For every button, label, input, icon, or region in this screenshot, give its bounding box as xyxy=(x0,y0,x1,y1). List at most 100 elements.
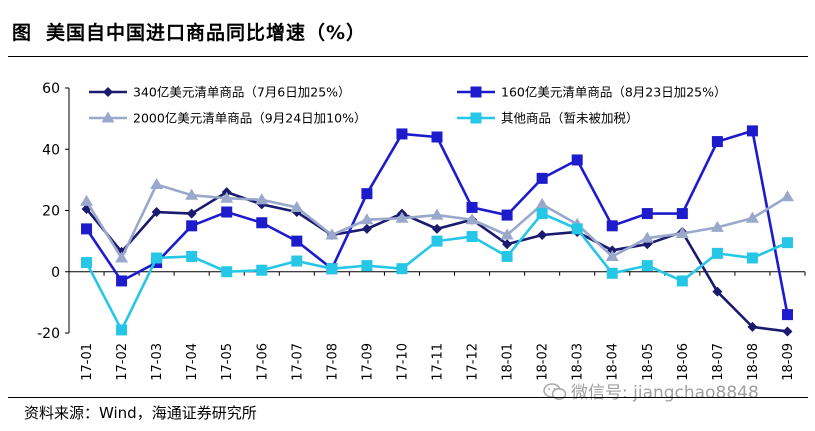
x-tick-label: 17-08 xyxy=(325,343,340,381)
figure-label: 图 xyxy=(12,22,33,44)
y-tick-label: -20 xyxy=(37,326,60,342)
data-point-s2 xyxy=(361,188,373,200)
bottom-rule xyxy=(8,397,808,398)
data-point-s3 xyxy=(745,211,759,223)
data-point-s4 xyxy=(361,260,373,272)
wechat-icon xyxy=(543,383,567,400)
data-point-s1 xyxy=(747,321,758,332)
data-point-s4 xyxy=(641,260,653,272)
x-tick-label: 17-05 xyxy=(220,343,235,381)
data-point-s2 xyxy=(186,220,198,232)
data-point-s4 xyxy=(536,208,548,220)
data-point-s2 xyxy=(81,223,93,235)
x-tick-label: 17-09 xyxy=(360,343,375,381)
y-tick-label: 0 xyxy=(51,265,60,281)
source-note: 资料来源：Wind，海通证券研究所 xyxy=(24,404,257,422)
x-tick-label: 17-07 xyxy=(290,343,305,381)
x-tick-label: 17-10 xyxy=(395,343,410,381)
x-tick-label: 17-03 xyxy=(150,343,165,381)
data-point-s2 xyxy=(606,220,618,232)
data-point-s3 xyxy=(430,208,444,220)
x-tick-label: 17-02 xyxy=(115,343,130,381)
data-point-s4 xyxy=(501,250,513,262)
watermark: 微信号: jiangchao8848 xyxy=(543,378,759,403)
data-point-s1 xyxy=(186,208,197,219)
data-point-s3 xyxy=(710,220,724,232)
x-tick-label: 18-02 xyxy=(536,343,551,381)
legend-label: 160亿美元清单商品（8月23日加25%） xyxy=(501,85,727,100)
data-point-s2 xyxy=(501,209,513,221)
data-point-s4 xyxy=(396,263,408,275)
data-point-s4 xyxy=(711,247,723,259)
data-point-s3 xyxy=(605,249,619,261)
data-point-s2 xyxy=(431,131,443,143)
y-tick-label: 40 xyxy=(42,142,60,158)
data-point-s3 xyxy=(220,191,234,203)
data-point-s4 xyxy=(606,267,618,279)
data-point-s4 xyxy=(186,250,198,262)
data-point-s3 xyxy=(255,193,269,205)
data-point-s2 xyxy=(221,206,233,218)
data-point-s2 xyxy=(676,208,688,220)
data-point-s3 xyxy=(80,194,94,206)
data-point-s4 xyxy=(116,324,128,336)
data-point-s4 xyxy=(256,264,268,276)
data-point-s1 xyxy=(712,286,723,297)
data-point-s4 xyxy=(466,231,478,243)
data-point-s1 xyxy=(361,223,372,234)
x-tick-label: 18-05 xyxy=(641,343,656,381)
figure-title: 美国自中国进口商品同比增速（%） xyxy=(46,22,367,44)
data-point-s3 xyxy=(500,228,514,240)
data-point-s3 xyxy=(675,226,689,239)
data-point-s1 xyxy=(502,239,513,250)
data-point-s1 xyxy=(782,326,793,337)
data-point-s4 xyxy=(221,266,233,278)
chart-title: 图美国自中国进口商品同比增速（%） xyxy=(12,18,366,45)
data-point-s4 xyxy=(81,257,93,269)
data-point-s2 xyxy=(641,208,653,220)
data-point-s3 xyxy=(640,231,654,243)
x-tick-label: 18-09 xyxy=(781,343,796,381)
data-point-s3 xyxy=(115,251,129,263)
data-point-s4 xyxy=(676,275,688,287)
data-point-s4 xyxy=(291,255,303,267)
data-point-s3 xyxy=(360,213,374,225)
x-tick-label: 17-04 xyxy=(185,343,200,381)
x-tick-label: 18-08 xyxy=(746,343,761,381)
data-point-s2 xyxy=(711,136,723,148)
data-point-s3 xyxy=(465,213,479,225)
data-point-s1 xyxy=(151,207,162,218)
data-point-s4 xyxy=(571,223,583,235)
x-tick-label: 17-01 xyxy=(80,343,95,381)
data-point-s3 xyxy=(535,197,549,209)
data-point-s1 xyxy=(432,223,442,234)
legend-label: 其他商品（暂未被加税） xyxy=(501,111,639,126)
data-point-s2 xyxy=(781,309,793,321)
y-tick-label: 60 xyxy=(42,81,60,97)
data-point-s2 xyxy=(571,154,583,166)
data-point-s4 xyxy=(781,237,793,249)
data-point-s2 xyxy=(536,172,548,184)
y-tick-label: 20 xyxy=(42,204,60,220)
x-tick-label: 18-06 xyxy=(676,343,691,381)
data-point-s2 xyxy=(396,128,408,140)
data-point-s2 xyxy=(746,125,758,137)
legend-swatch-marker xyxy=(103,87,113,97)
legend-label: 2000亿美元清单商品（9月24日加10%） xyxy=(133,111,366,126)
data-point-s4 xyxy=(326,263,338,275)
top-rule xyxy=(8,56,808,57)
data-point-s3 xyxy=(780,190,794,202)
x-tick-label: 18-04 xyxy=(606,343,621,381)
data-point-s3 xyxy=(395,211,409,223)
x-tick-label: 18-01 xyxy=(501,343,516,381)
x-tick-label: 17-06 xyxy=(255,343,270,381)
data-point-s1 xyxy=(537,230,548,240)
data-point-s4 xyxy=(746,252,758,264)
x-tick-label: 18-03 xyxy=(571,343,586,381)
x-tick-label: 18-07 xyxy=(711,343,726,381)
legend-swatch-marker xyxy=(470,86,482,98)
x-tick-label: 17-12 xyxy=(466,343,481,381)
data-point-s3 xyxy=(150,177,164,190)
data-point-s3 xyxy=(290,200,304,212)
